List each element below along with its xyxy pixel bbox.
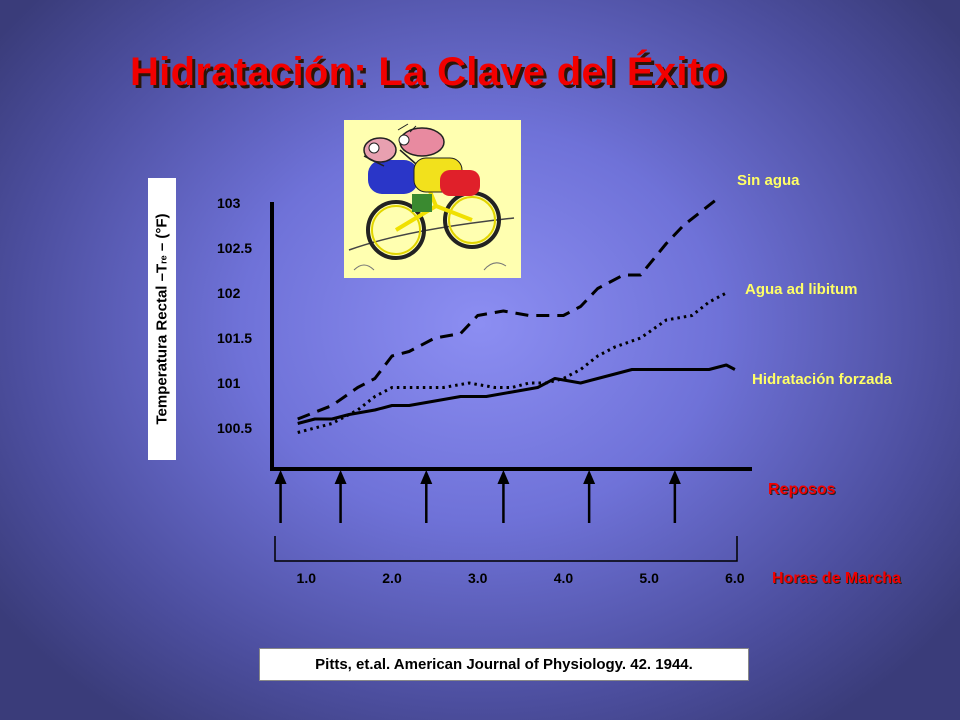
series-label-agua-ad-libitum: Agua ad libitum	[745, 281, 858, 298]
rest-arrow-icon	[334, 470, 347, 523]
rest-arrow-icon	[497, 470, 510, 523]
x-tick-label: 6.0	[725, 570, 745, 586]
series-line-hidratacion-forzada	[297, 363, 736, 425]
y-tick-label: 101	[217, 375, 241, 391]
x-tick-label: 2.0	[382, 570, 402, 586]
rest-periods-label: Reposos	[768, 481, 836, 498]
y-tick-label: 100.5	[217, 420, 252, 436]
rest-arrow-icon	[420, 470, 433, 523]
x-tick-label: 5.0	[639, 570, 659, 586]
y-tick-label: 101.5	[217, 330, 252, 346]
x-tick-label: 4.0	[554, 570, 574, 586]
citation-box: Pitts, et.al. American Journal of Physio…	[259, 648, 749, 681]
slide-title: Hidratación: La Clave del Éxito	[130, 50, 727, 94]
rest-arrow-icon	[274, 470, 287, 523]
y-tick-label: 103	[217, 195, 241, 211]
cyclist-illustration-icon	[344, 120, 521, 278]
series-line-agua-ad-libitum	[297, 291, 727, 434]
y-axis-label-box: Temperatura Rectal –Tre – (°F)	[148, 178, 176, 460]
rest-arrow-icon	[668, 470, 681, 523]
y-tick-label: 102.5	[217, 240, 252, 256]
cyclist-drawing	[348, 123, 515, 271]
rest-arrow-icon	[583, 470, 596, 523]
x-axis-label: Horas de Marcha	[772, 570, 901, 587]
x-tick-label: 1.0	[297, 570, 317, 586]
x-tick-label: 3.0	[468, 570, 488, 586]
hours-bracket	[274, 536, 738, 562]
series-label-hidratacion-forzada: Hidratación forzada	[752, 371, 893, 388]
series-line-sin-agua	[297, 197, 719, 421]
series-label-sin-agua: Sin agua	[737, 172, 800, 189]
y-tick-label: 102	[217, 285, 241, 301]
